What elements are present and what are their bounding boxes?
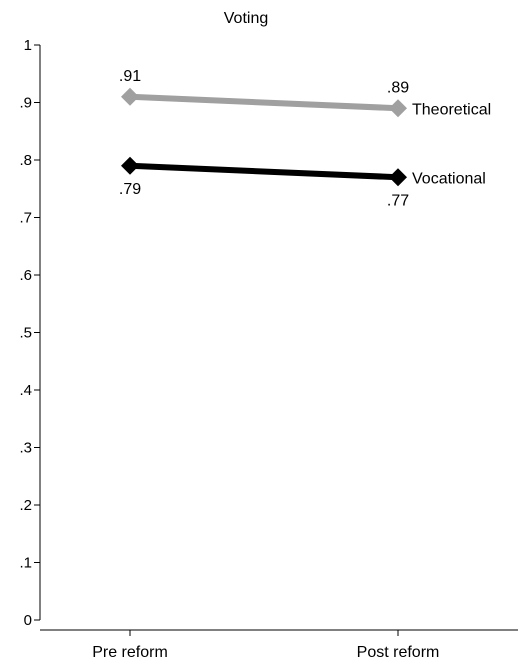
y-tick-label: .1 <box>19 555 32 572</box>
y-tick-label: .5 <box>19 325 32 342</box>
series-line-theoretical <box>129 93 399 112</box>
data-point-marker <box>389 99 407 118</box>
data-label: .77 <box>387 192 409 209</box>
data-label: .89 <box>387 79 409 96</box>
x-axis: Pre reform Post reform <box>40 629 518 661</box>
y-tick-label: .2 <box>19 497 32 514</box>
y-tick-label: .3 <box>19 440 32 457</box>
x-tick-label: Pre reform <box>92 644 168 661</box>
x-tick-label: Post reform <box>357 644 440 661</box>
y-tick-label: .4 <box>19 382 32 399</box>
data-point-marker <box>389 168 407 187</box>
data-label: .91 <box>119 68 141 85</box>
y-tick-label: .7 <box>19 210 32 227</box>
y-axis: 0 .1 .2 .3 .4 .5 .6 .7 .8 .9 1 <box>19 37 41 629</box>
series-line-vocational <box>129 162 399 181</box>
y-tick-label: 1 <box>24 37 32 54</box>
series-label: Theoretical <box>412 101 491 118</box>
series-label: Vocational <box>412 170 486 187</box>
y-tick-label: 0 <box>24 612 32 629</box>
data-point-marker <box>121 156 139 175</box>
data-point-marker <box>121 87 139 106</box>
y-tick-label: .9 <box>19 95 32 112</box>
data-label: .79 <box>119 181 141 198</box>
y-tick-label: .6 <box>19 267 32 284</box>
chart-title: Voting <box>224 10 268 27</box>
y-tick-label: .8 <box>19 152 32 169</box>
